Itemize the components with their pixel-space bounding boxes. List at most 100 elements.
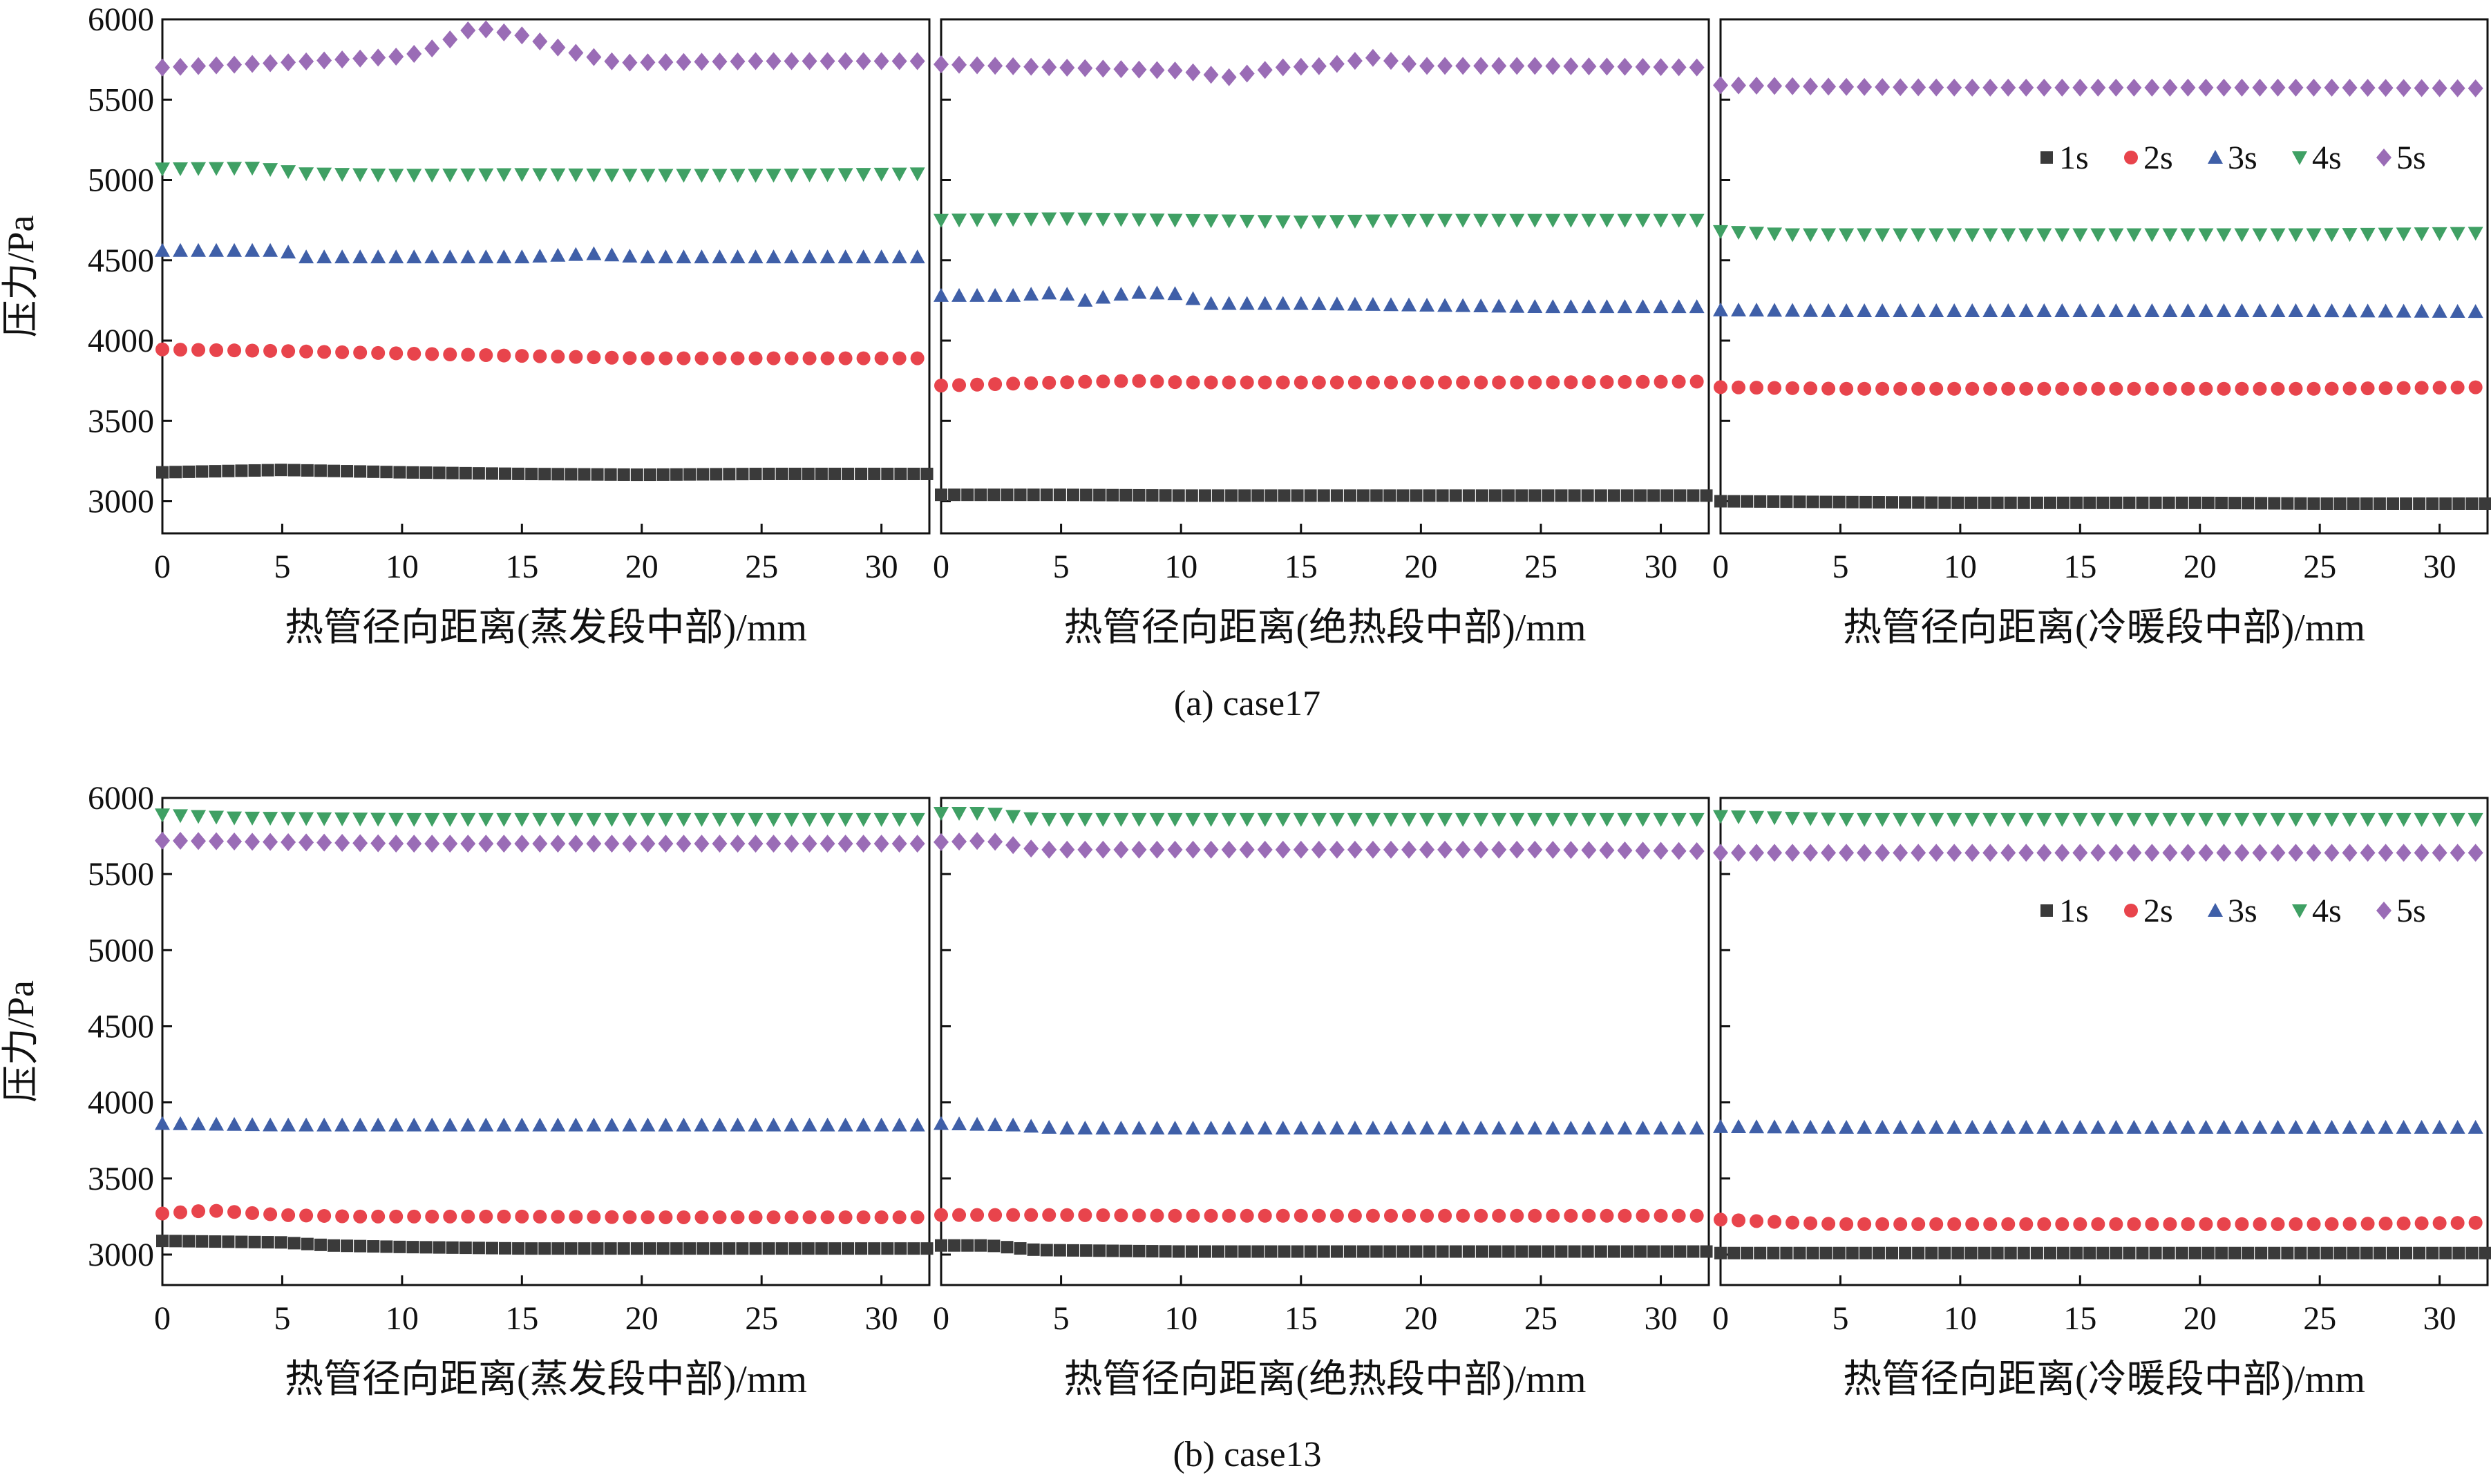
marker-1s [1581,489,1594,502]
marker-3s [281,245,296,259]
marker-5s [496,835,512,853]
marker-3s [1545,299,1561,314]
marker-1s [815,1242,828,1255]
marker-1s [736,1242,749,1255]
marker-5s [1803,844,1819,862]
marker-2s [1947,1217,1962,1231]
marker-1s [2136,496,2149,509]
marker-2s [820,351,835,365]
marker-4s [934,807,949,821]
marker-1s [1515,489,1528,502]
marker-2s [2145,1217,2159,1231]
marker-3s [1185,1121,1201,1135]
marker-5s [1275,840,1291,859]
marker-1s [1462,1245,1475,1258]
marker-1s [1475,1245,1488,1258]
marker-5s [1077,840,1093,859]
y-axis-label: 压力/Pa [0,215,41,337]
marker-3s [820,249,835,264]
x-tick-label: 30 [865,549,898,585]
marker-3s [1893,1119,1908,1134]
marker-4s [1964,812,1980,827]
marker-1s [1754,1246,1767,1259]
marker-4s [1767,811,1783,826]
marker-4s [837,168,853,182]
marker-1s [287,464,301,477]
marker-1s [788,467,802,480]
marker-4s [1059,812,1075,827]
marker-1s [656,1242,670,1255]
marker-4s [1239,812,1255,827]
marker-1s [209,465,222,478]
x-axis-label: 热管径向距离(蒸发段中部)/mm [285,1358,807,1401]
marker-3s [2018,1119,2034,1134]
x-tick-label: 5 [1053,1300,1070,1337]
legend: 1s 2s 3s 4s 5s [2040,140,2426,176]
marker-5s [2162,78,2178,97]
marker-1s [525,1242,538,1255]
marker-5s [1041,840,1057,859]
marker-4s [1059,212,1075,227]
marker-1s [2373,497,2386,510]
marker-5s [1671,841,1687,860]
marker-4s [1749,810,1765,825]
marker-4s [855,168,871,182]
marker-4s [1185,812,1201,827]
marker-2s [1240,375,1254,390]
marker-1s [261,1236,274,1249]
marker-5s [532,32,548,50]
marker-5s [2450,844,2465,862]
marker-5s [1167,61,1183,80]
marker-1s [802,1242,815,1255]
marker-4s [1635,812,1651,827]
marker-4s [2306,812,2322,827]
marker-2s [1024,376,1039,390]
marker-2s [2307,381,2321,396]
marker-1s [367,465,380,478]
marker-1s [551,468,565,481]
marker-1s [1106,1244,1119,1257]
legend-marker-1s [2040,151,2053,164]
marker-5s [173,57,189,76]
marker-1s [1859,495,1872,508]
marker-2s [874,1210,889,1224]
marker-4s [2360,812,2376,827]
marker-4s [352,168,368,182]
marker-4s [820,812,835,827]
marker-5s [1599,841,1615,859]
marker-4s [730,169,746,183]
marker-4s [604,169,620,183]
x-tick-label: 20 [2184,1300,2217,1337]
marker-3s [891,1117,907,1132]
marker-2s [1420,1208,1434,1223]
x-tick-label: 20 [625,549,659,585]
marker-3s [1365,1121,1381,1135]
marker-2s [1689,1208,1704,1223]
marker-2s [587,350,601,365]
marker-1s [2004,496,2017,509]
marker-1s [1741,1246,1754,1259]
marker-5s [1563,841,1579,859]
marker-1s [2465,1246,2479,1259]
legend: 1s 2s 3s 4s 5s [2040,893,2426,929]
marker-1s [2426,497,2439,510]
marker-4s [586,812,602,827]
marker-2s [2324,1217,2339,1231]
marker-2s [2181,381,2195,396]
marker-4s [1911,228,1926,242]
marker-4s [1617,213,1633,228]
x-tick-label: 15 [505,549,538,585]
marker-2s [587,1210,601,1224]
marker-3s [1929,1119,1944,1134]
marker-1s [1872,1246,1885,1259]
marker-3s [2450,1119,2465,1134]
marker-4s [748,169,764,183]
marker-2s [1875,381,1890,396]
marker-1s [2426,1246,2439,1259]
marker-4s [1275,812,1291,827]
marker-5s [1713,76,1728,95]
marker-1s [1886,1246,1899,1259]
marker-1s [433,466,446,479]
marker-3s [1059,287,1075,301]
panel-6: 0 5 10 15 20 25 30 热管径向距离(冷暖段中部)/mm 1s 2s 3s 4s 5s [1712,797,2491,1401]
